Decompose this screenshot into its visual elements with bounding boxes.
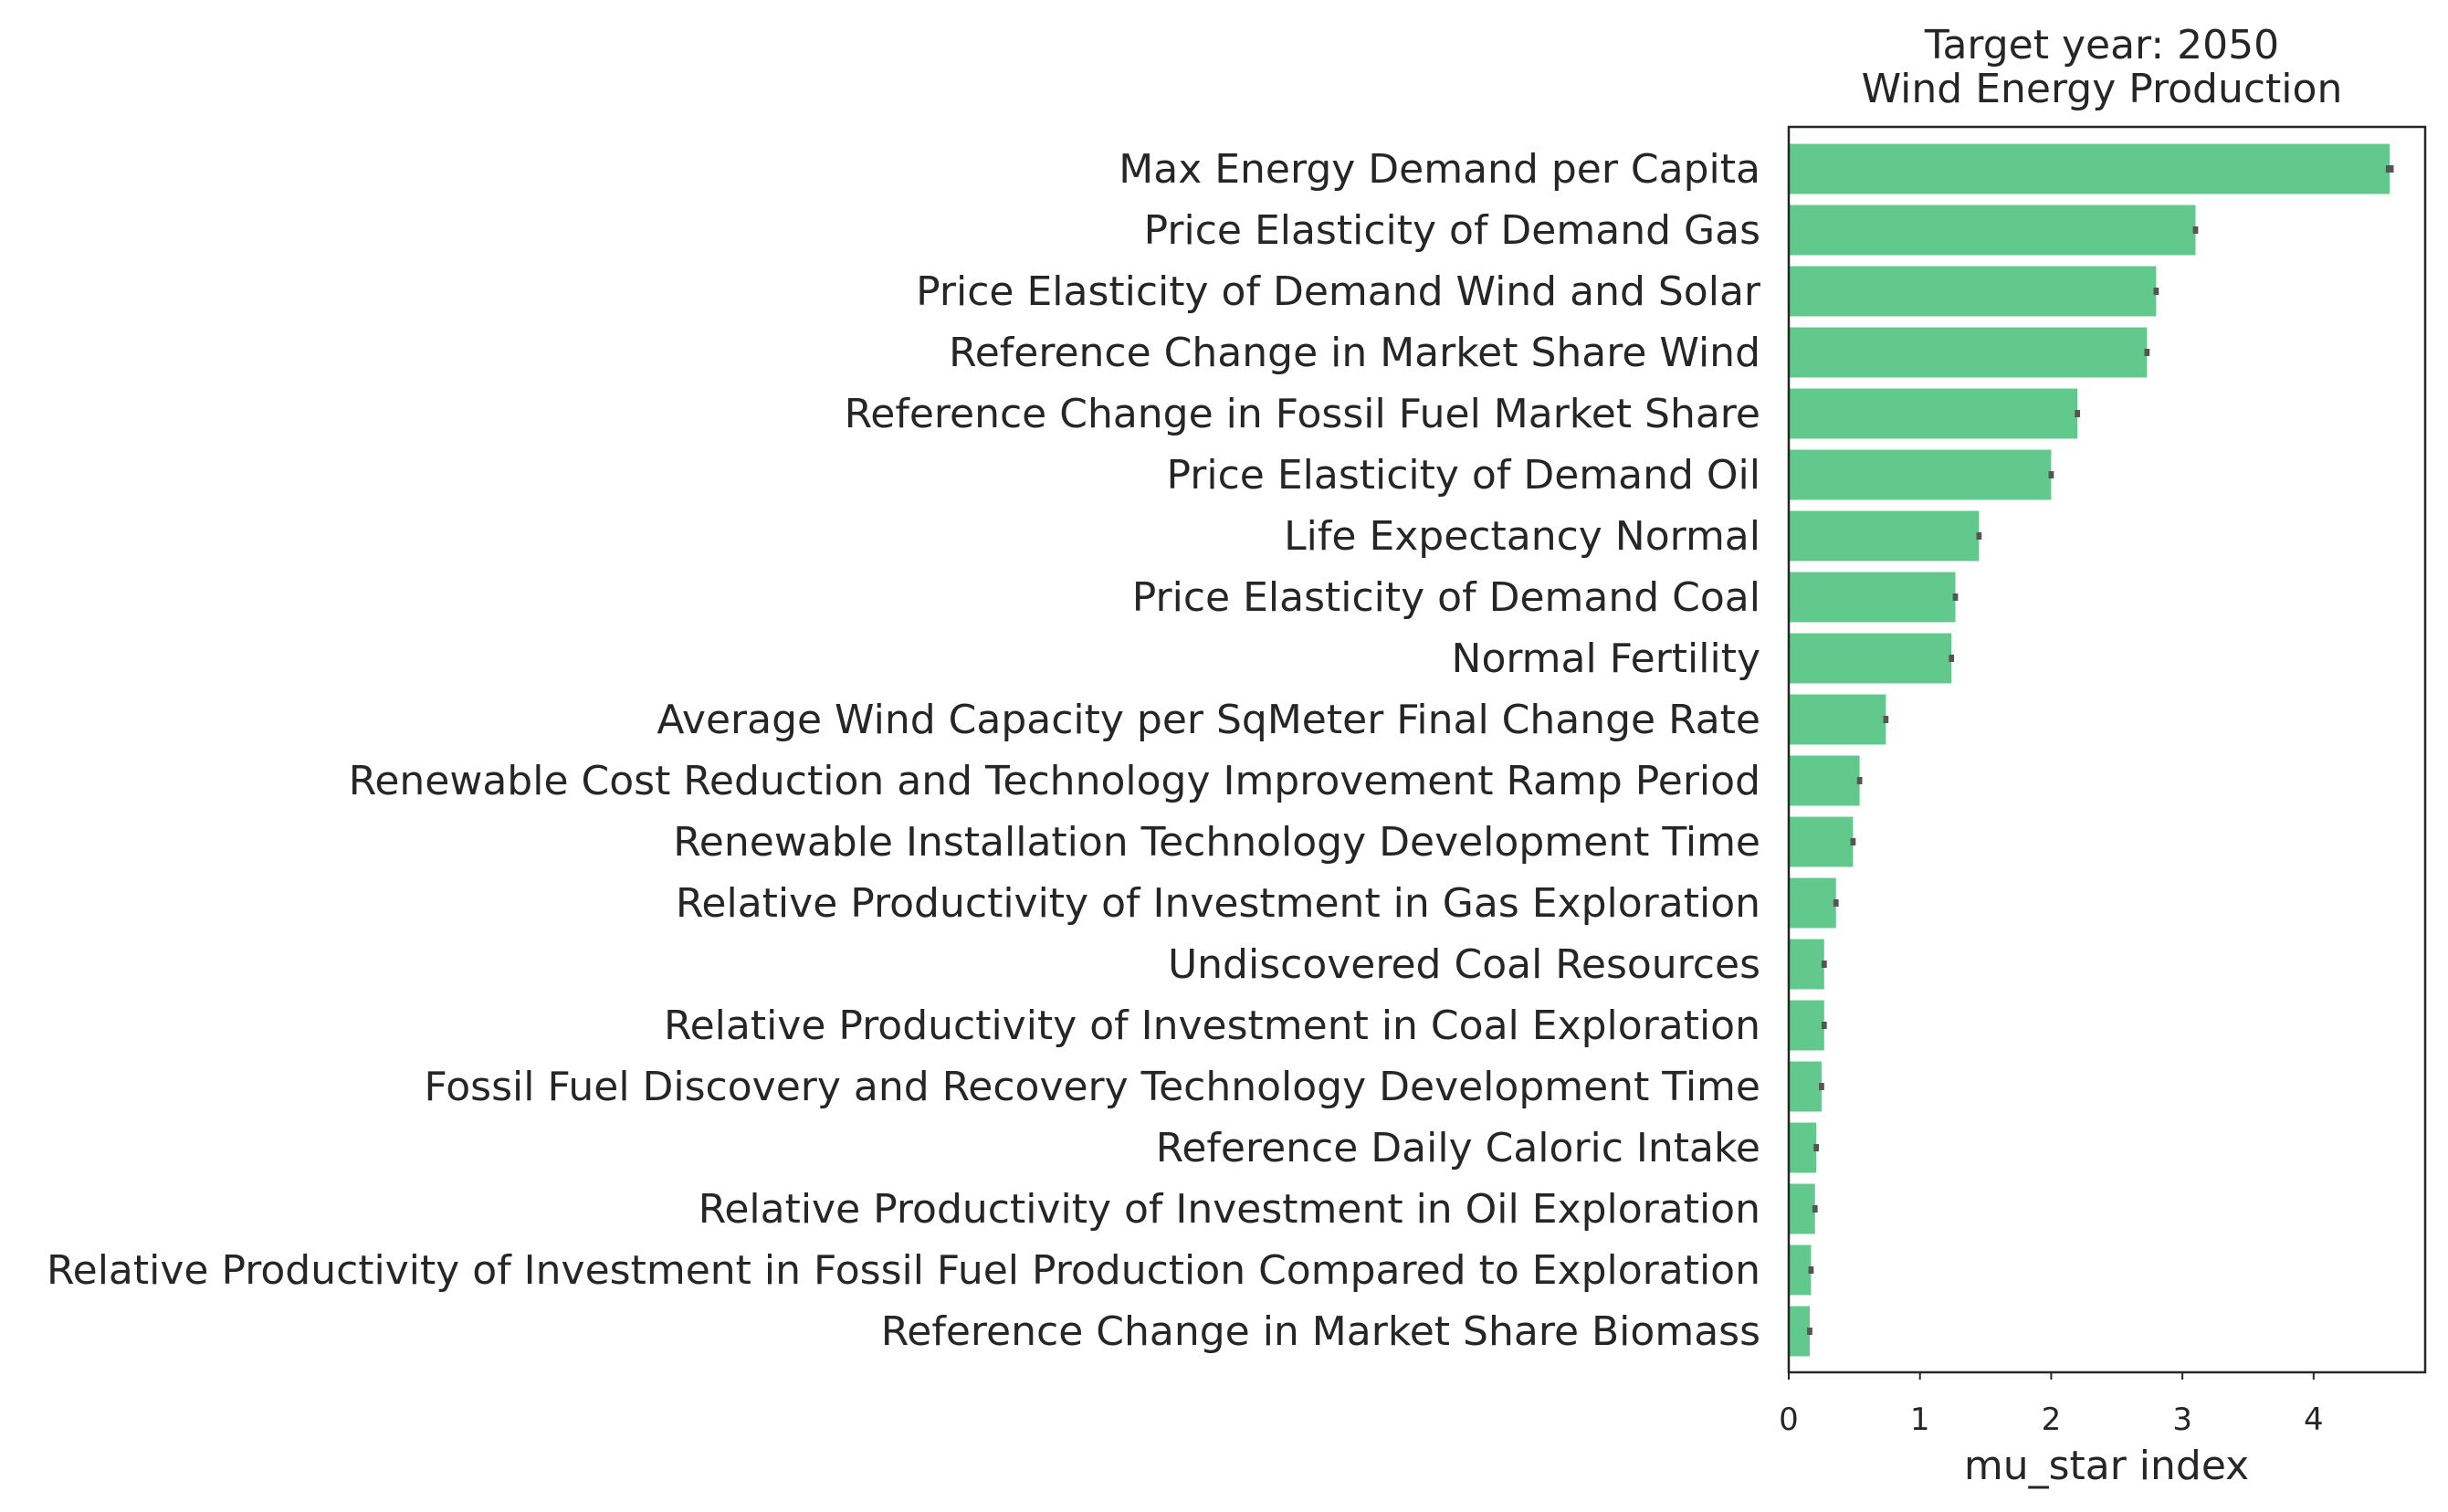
- x-tick-label: 3: [2172, 1402, 2192, 1438]
- y-tick-label: Reference Change in Fossil Fuel Market S…: [845, 391, 1760, 437]
- y-tick-label: Relative Productivity of Investment in G…: [676, 880, 1760, 927]
- x-tick-label: 0: [1779, 1402, 1799, 1438]
- x-tick-label: 1: [1910, 1402, 1930, 1438]
- bar: [1789, 143, 2390, 194]
- bar: [1789, 1122, 1817, 1173]
- y-tick-label: Life Expectancy Normal: [1284, 513, 1760, 560]
- bar: [1789, 939, 1824, 990]
- bar: [1789, 816, 1854, 867]
- y-tick-label: Fossil Fuel Discovery and Recovery Techn…: [425, 1064, 1760, 1110]
- bar: [1789, 510, 1980, 562]
- y-tick-label: Undiscovered Coal Resources: [1168, 941, 1760, 988]
- bar: [1789, 877, 1836, 929]
- y-tick-label: Price Elasticity of Demand Wind and Sola…: [916, 268, 1761, 315]
- bar: [1789, 1000, 1824, 1051]
- bar: [1789, 1061, 1822, 1112]
- bar: [1789, 633, 1952, 684]
- bar: [1789, 205, 2196, 256]
- y-tick-label: Reference Daily Caloric Intake: [1156, 1125, 1760, 1171]
- y-tick-label: Price Elasticity of Demand Coal: [1132, 574, 1760, 621]
- bar: [1789, 266, 2157, 317]
- bar: [1789, 572, 1956, 623]
- bar: [1789, 1244, 1812, 1296]
- y-tick-label: Average Wind Capacity per SqMeter Final …: [657, 697, 1760, 743]
- plot-frame: [1787, 125, 2427, 1374]
- chart-subtitle: Wind Energy Production: [1862, 66, 2343, 112]
- x-tick-labels: 0 1 2 3 4: [1779, 1372, 2324, 1438]
- y-tick-label: Normal Fertility: [1452, 635, 1760, 682]
- y-tick-label: Max Energy Demand per Capita: [1119, 146, 1760, 193]
- bar: [1789, 449, 2052, 500]
- y-tick-label: Relative Productivity of Investment in C…: [664, 1003, 1760, 1049]
- x-axis-label: mu_star index: [1964, 1443, 2249, 1489]
- bars-layer: [1789, 143, 2394, 1357]
- bar: [1789, 388, 2078, 439]
- bar: [1789, 1183, 1815, 1234]
- y-tick-label: Price Elasticity of Demand Oil: [1167, 452, 1760, 499]
- x-tick-label: 4: [2304, 1402, 2324, 1438]
- bar: [1789, 694, 1886, 745]
- y-tick-labels: Max Energy Demand per Capita Price Elasti…: [47, 146, 1761, 1355]
- y-tick-label: Renewable Installation Technology Develo…: [673, 819, 1760, 866]
- y-tick-label: Reference Change in Market Share Biomass: [881, 1308, 1760, 1355]
- bar: [1789, 1306, 1810, 1357]
- x-tick-label: 2: [2042, 1402, 2062, 1438]
- y-tick-label: Relative Productivity of Investment in F…: [47, 1247, 1760, 1294]
- bar: [1789, 327, 2148, 378]
- y-tick-label: Renewable Cost Reduction and Technology …: [349, 758, 1760, 804]
- y-tick-label: Reference Change in Market Share Wind: [949, 330, 1760, 376]
- y-tick-label: Price Elasticity of Demand Gas: [1144, 207, 1760, 254]
- y-tick-label: Relative Productivity of Investment in O…: [699, 1186, 1760, 1233]
- bar: [1789, 755, 1860, 806]
- chart-title: Target year: 2050: [1924, 22, 2279, 68]
